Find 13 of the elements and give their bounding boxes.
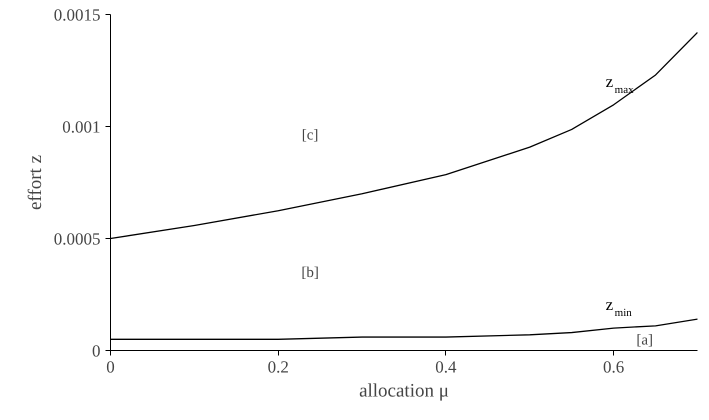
y-tick-label: 0 — [92, 342, 100, 360]
y-tick-label: 0.001 — [62, 118, 100, 136]
y-axis-title: effort z — [24, 154, 46, 210]
annotation: [b] — [301, 265, 319, 282]
y-tick-label: 0.0015 — [54, 6, 100, 24]
x-axis-title: allocation μ — [359, 380, 449, 402]
x-tick-label: 0 — [106, 358, 115, 376]
x-tick-label: 0.6 — [603, 358, 624, 376]
y-tick-label: 0.0005 — [54, 230, 100, 248]
annotation: [c] — [302, 127, 318, 144]
x-tick-label: 0.4 — [435, 358, 458, 376]
annotation: [a] — [636, 332, 653, 348]
x-tick-label: 0.2 — [268, 358, 289, 376]
